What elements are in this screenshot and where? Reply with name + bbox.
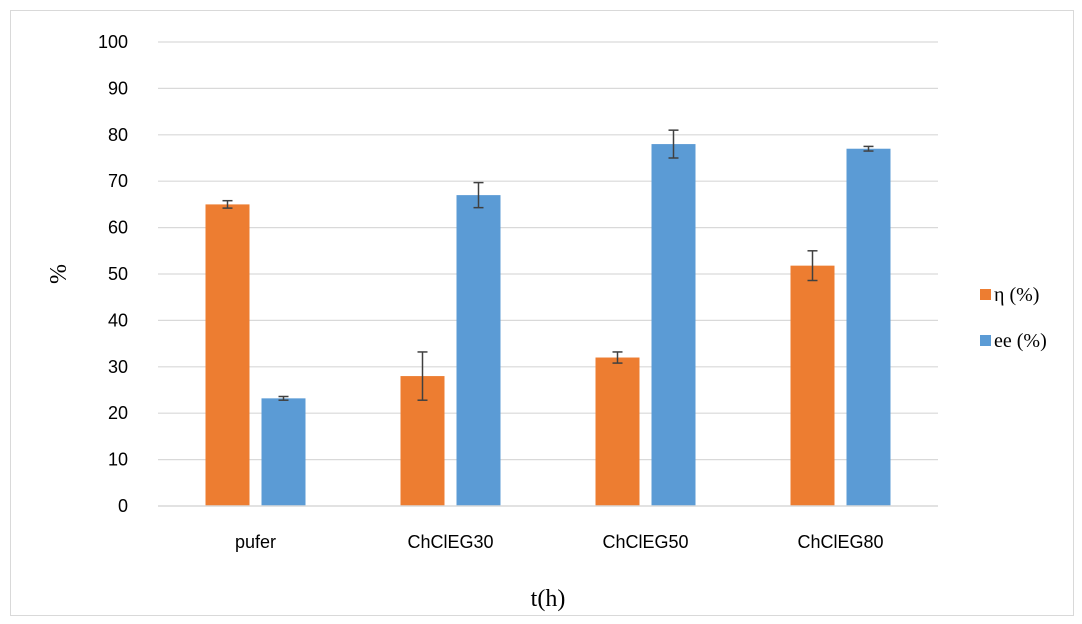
bar xyxy=(790,265,835,506)
bar xyxy=(846,148,891,506)
bar xyxy=(456,195,501,506)
x-tick-label: ChClEG30 xyxy=(407,532,493,552)
y-tick-label: 40 xyxy=(108,310,128,330)
y-tick-label: 80 xyxy=(108,125,128,145)
legend: η (%) ee (%) xyxy=(980,284,1047,352)
x-axis-ticks: pufer ChClEG30 ChClEG50 ChClEG80 xyxy=(235,532,884,552)
legend-swatch xyxy=(980,289,991,300)
y-tick-label: 0 xyxy=(118,496,128,516)
y-tick-label: 100 xyxy=(98,32,128,52)
x-tick-label: pufer xyxy=(235,532,276,552)
y-tick-label: 20 xyxy=(108,403,128,423)
bars xyxy=(205,144,891,506)
bar xyxy=(651,144,696,506)
bar xyxy=(261,398,306,506)
y-tick-label: 30 xyxy=(108,357,128,377)
y-tick-label: 10 xyxy=(108,450,128,470)
x-tick-label: ChClEG50 xyxy=(602,532,688,552)
legend-label: ee (%) xyxy=(994,330,1047,352)
legend-swatch xyxy=(980,335,991,346)
bar xyxy=(595,357,640,506)
y-tick-label: 90 xyxy=(108,78,128,98)
error-bars xyxy=(222,129,874,401)
y-axis-title: % xyxy=(46,264,72,284)
y-tick-label: 60 xyxy=(108,218,128,238)
y-tick-label: 70 xyxy=(108,171,128,191)
bar xyxy=(205,204,250,506)
x-axis-title: t(h) xyxy=(531,586,566,612)
y-tick-label: 50 xyxy=(108,264,128,284)
y-axis-ticks: 0 10 20 30 40 50 60 70 80 90 100 xyxy=(98,32,128,516)
x-tick-label: ChClEG80 xyxy=(797,532,883,552)
legend-label: η (%) xyxy=(994,284,1039,306)
chart-frame xyxy=(10,10,1074,616)
